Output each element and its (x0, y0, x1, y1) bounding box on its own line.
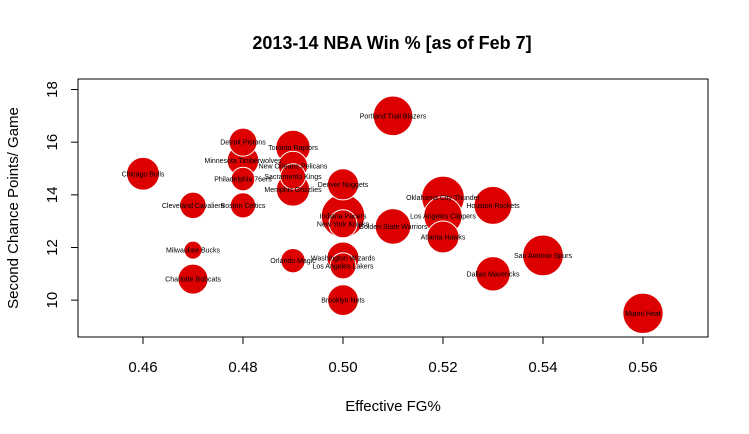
y-tick-label: 10 (44, 292, 61, 309)
point-label: Detroit Pistons (220, 140, 266, 147)
data-point (229, 192, 257, 219)
point-label: Miami Heat (625, 311, 660, 318)
x-axis-title: Effective FG% (345, 398, 441, 415)
x-tick-label: 0.50 (328, 359, 357, 376)
data-point (328, 209, 358, 239)
data-point (475, 256, 511, 292)
point-label: Sacramento Kings (264, 174, 322, 181)
point-label: New Orleans Pelicans (259, 163, 328, 170)
data-point (374, 208, 412, 245)
data-point (183, 240, 203, 260)
point-label: Philadelphia 76ers (214, 177, 272, 184)
x-axis: 0.46 0.48 0.50 0.52 0.54 0.56 (128, 336, 658, 376)
point-label: Minnesota Timberwolves (204, 158, 282, 165)
x-tick-label: 0.54 (528, 359, 557, 376)
point-label: Washington Wizards (311, 256, 375, 263)
data-point (327, 284, 359, 317)
data-point (280, 247, 306, 274)
data-point (126, 156, 160, 191)
point-label: Boston Celtics (221, 203, 266, 210)
chart-title: 2013-14 NBA Win % [as of Feb 7] (252, 33, 531, 53)
data-point (179, 191, 207, 220)
data-point (522, 234, 564, 277)
y-tick-label: 16 (44, 134, 61, 151)
point-label: New York Knicks (317, 221, 370, 228)
data-point (326, 168, 360, 201)
point-label: Memphis Grizzlies (264, 187, 322, 194)
y-tick-label: 14 (44, 186, 61, 203)
point-label: Toronto Raptors (268, 145, 318, 152)
data-point (372, 95, 414, 137)
x-tick-label: 0.56 (628, 359, 657, 376)
data-point (177, 263, 209, 295)
data-point (329, 252, 357, 280)
point-label: Oklahoma City Thunder (406, 195, 480, 202)
point-label: Denver Nuggets (318, 182, 369, 189)
point-label: Los Angeles Clippers (410, 213, 476, 220)
data-point (622, 292, 664, 335)
y-tick-label: 12 (44, 239, 61, 256)
point-label: Milwaukee Bucks (166, 248, 221, 255)
y-axis-title: Second Chance Points/ Game (5, 107, 22, 309)
data-point (230, 166, 256, 192)
point-label: Houston Rockets (466, 203, 520, 210)
point-label: Chicago Bulls (122, 171, 165, 178)
point-label: Portland Trail Blazers (360, 113, 427, 120)
point-label: San Antonio Spurs (514, 253, 572, 260)
point-label: Orlando Magic (270, 258, 316, 265)
x-tick-label: 0.46 (128, 359, 157, 376)
point-label: Los Angeles Lakers (312, 263, 374, 270)
x-tick-label: 0.48 (228, 359, 257, 376)
data-point (426, 220, 460, 254)
data-points: Chicago Bulls Cleveland Cavaliers Milwauke… (122, 95, 664, 335)
data-point (228, 127, 258, 157)
y-axis: 10 12 14 16 18 (44, 81, 79, 309)
point-label: Dallas Mavericks (467, 271, 520, 278)
data-point (279, 163, 307, 190)
x-tick-label: 0.52 (428, 359, 457, 376)
point-label: Golden State Warriors (359, 224, 428, 231)
y-tick-label: 18 (44, 81, 61, 98)
point-label: Indiana Pacers (320, 213, 367, 220)
point-label: Brooklyn Nets (321, 298, 365, 305)
point-label: Cleveland Cavaliers (162, 203, 225, 210)
data-point (473, 185, 513, 225)
point-label: Atlanta Hawks (421, 234, 466, 241)
point-label: Charlotte Bobcats (165, 277, 221, 284)
